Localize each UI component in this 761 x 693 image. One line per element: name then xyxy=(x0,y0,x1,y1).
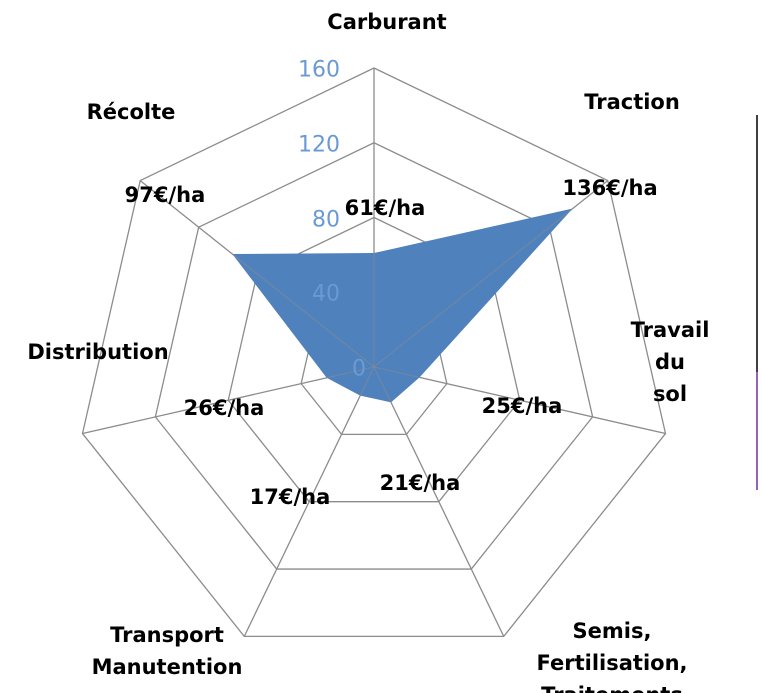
spoke-overlay xyxy=(359,366,375,396)
data-label: 97€/ha xyxy=(124,183,206,207)
spoke xyxy=(373,366,505,637)
category-label: Traction xyxy=(584,90,680,114)
radial-tick-label: 160 xyxy=(298,57,340,83)
data-label: 61€/ha xyxy=(344,196,426,220)
spoke-overlay xyxy=(231,253,375,368)
spoke-overlay xyxy=(326,366,375,379)
grid-ring xyxy=(154,142,594,570)
grid-ring xyxy=(81,67,667,638)
radial-tick-label: 80 xyxy=(312,207,340,232)
category-label: Carburant xyxy=(327,10,447,34)
radial-tick-label: 0 xyxy=(352,356,366,382)
data-label: 26€/ha xyxy=(183,396,265,420)
spoke-overlay xyxy=(373,208,574,368)
data-label: 17€/ha xyxy=(249,485,331,509)
spoke xyxy=(243,366,375,637)
category-label: Travail du sol xyxy=(630,318,710,406)
data-area xyxy=(232,208,573,403)
data-label: 21€/ha xyxy=(379,471,461,495)
category-label: Récolte xyxy=(86,100,176,124)
category-label: Semis, Fertilisation, Traitements xyxy=(536,619,688,693)
spoke xyxy=(373,366,666,435)
radial-tick-label: 40 xyxy=(312,281,340,307)
spoke-overlay xyxy=(373,366,392,403)
category-label: Transport Manutention xyxy=(91,623,243,679)
radial-tick-label: 120 xyxy=(298,132,340,158)
category-label: Distribution xyxy=(27,340,169,364)
data-label: 25€/ha xyxy=(481,394,563,418)
grid-ring xyxy=(227,216,521,503)
spoke xyxy=(82,366,375,435)
spoke-overlay xyxy=(373,366,420,378)
data-label: 136€/ha xyxy=(562,176,658,200)
